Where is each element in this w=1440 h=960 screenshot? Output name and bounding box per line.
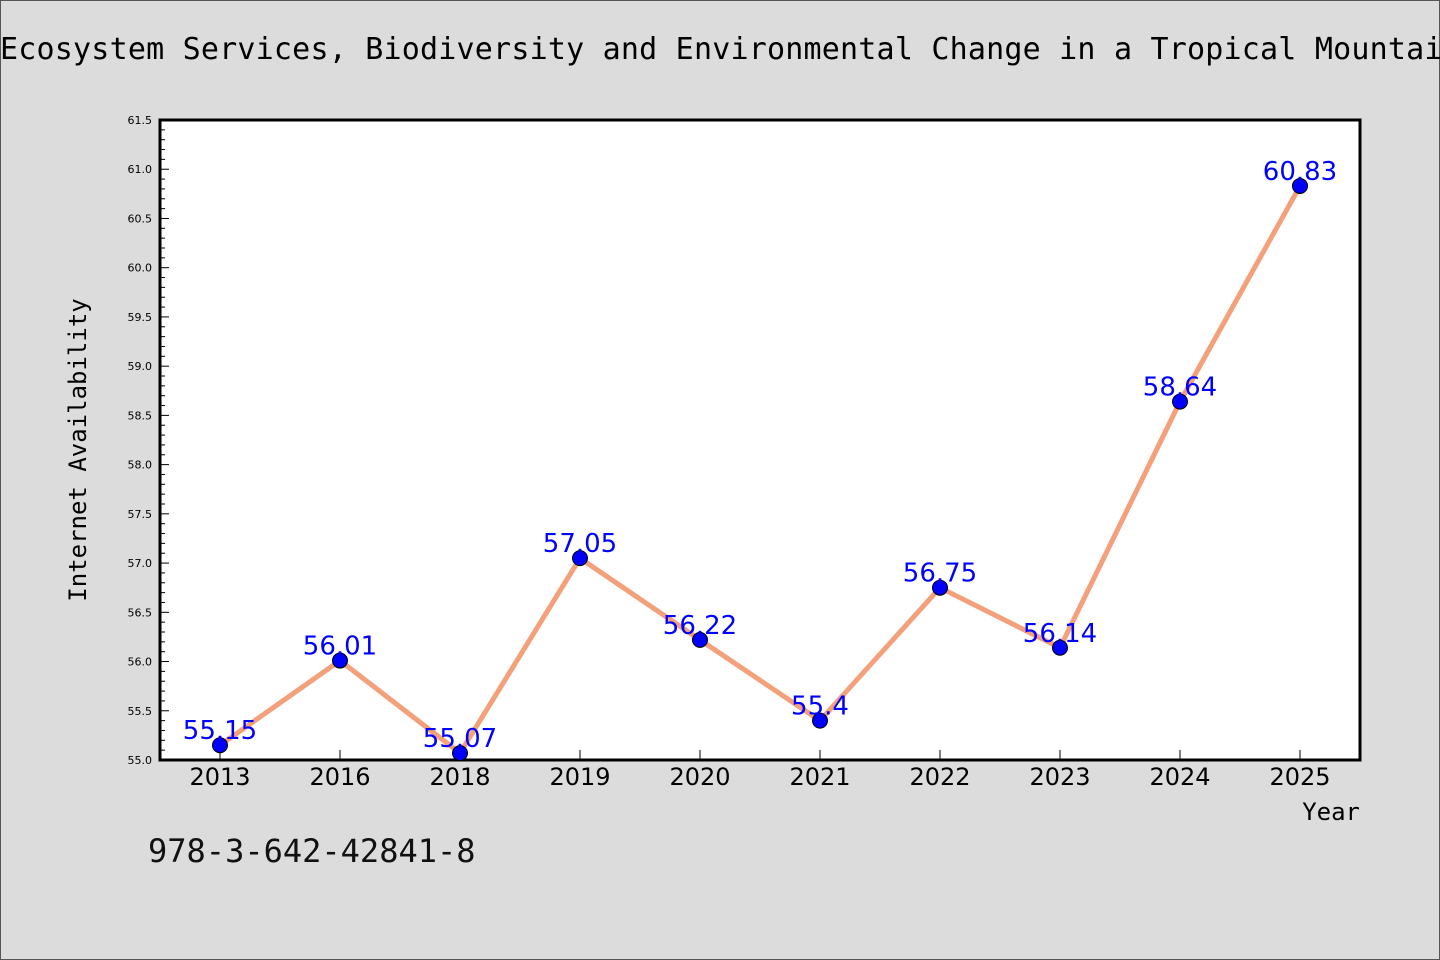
y-tick-label: 59.5 <box>128 311 153 324</box>
x-axis-label: Year <box>1302 798 1360 826</box>
data-label: 60.83 <box>1263 157 1337 187</box>
data-point <box>332 652 348 669</box>
data-point <box>1052 639 1068 656</box>
data-label: 55.4 <box>791 692 849 722</box>
series-group: 55.15 56.01 55.07 57.05 56.22 55.4 56.75 56.14 5… <box>183 157 1337 762</box>
y-tick-label: 60.5 <box>128 212 153 225</box>
y-axis-label: Internet Availability <box>64 298 92 601</box>
y-tick-label: 57.0 <box>128 557 153 570</box>
x-tick-label: 2021 <box>789 763 850 791</box>
data-point <box>572 550 588 567</box>
data-point <box>1292 177 1308 194</box>
y-axis: 55.0 55.5 56.0 56.5 57.0 57.5 58.0 58.5 59.0 59.5… <box>128 114 169 767</box>
y-tick-label: 61.0 <box>128 163 153 176</box>
y-tick-label: 56.0 <box>128 656 153 669</box>
data-point <box>1172 393 1188 410</box>
data-label: 56.75 <box>903 559 977 589</box>
data-point <box>692 631 708 648</box>
x-tick-label: 2019 <box>549 763 610 791</box>
x-tick-label: 2016 <box>309 763 370 791</box>
y-tick-label: 61.5 <box>128 114 153 127</box>
y-tick-label: 60.0 <box>128 262 153 275</box>
data-label: 55.15 <box>183 716 257 746</box>
series-line <box>218 184 1303 756</box>
x-tick-label: 2018 <box>429 763 490 791</box>
data-label: 56.01 <box>303 632 377 662</box>
isbn-text: 978-3-642-42841-8 <box>148 832 476 870</box>
data-point <box>212 737 228 754</box>
x-tick-label: 2020 <box>669 763 730 791</box>
x-tick-label: 2024 <box>1149 763 1210 791</box>
y-tick-label: 57.5 <box>128 508 153 521</box>
data-point <box>812 712 828 729</box>
y-tick-label: 58.5 <box>128 409 153 422</box>
data-label: 57.05 <box>543 529 617 559</box>
y-tick-label: 56.5 <box>128 606 153 619</box>
y-tick-label: 59.0 <box>128 360 153 373</box>
x-tick-label: 2025 <box>1269 763 1330 791</box>
data-label: 58.64 <box>1143 373 1217 403</box>
y-tick-label: 58.0 <box>128 459 153 472</box>
x-tick-label: 2023 <box>1029 763 1090 791</box>
data-point <box>452 745 468 762</box>
y-tick-label: 55.5 <box>128 705 153 718</box>
x-tick-label: 2022 <box>909 763 970 791</box>
y-tick-label: 55.0 <box>128 754 153 767</box>
chart-title: Ecosystem Services, Biodiversity and Env… <box>0 32 1440 67</box>
x-axis: 2013 2016 2018 2019 2020 2021 2022 2023 2024 2025 <box>189 750 1331 791</box>
data-label: 56.22 <box>663 611 737 641</box>
data-label: 56.14 <box>1023 619 1097 649</box>
data-point <box>932 579 948 596</box>
x-tick-label: 2013 <box>189 763 250 791</box>
data-label: 55.07 <box>423 724 497 754</box>
